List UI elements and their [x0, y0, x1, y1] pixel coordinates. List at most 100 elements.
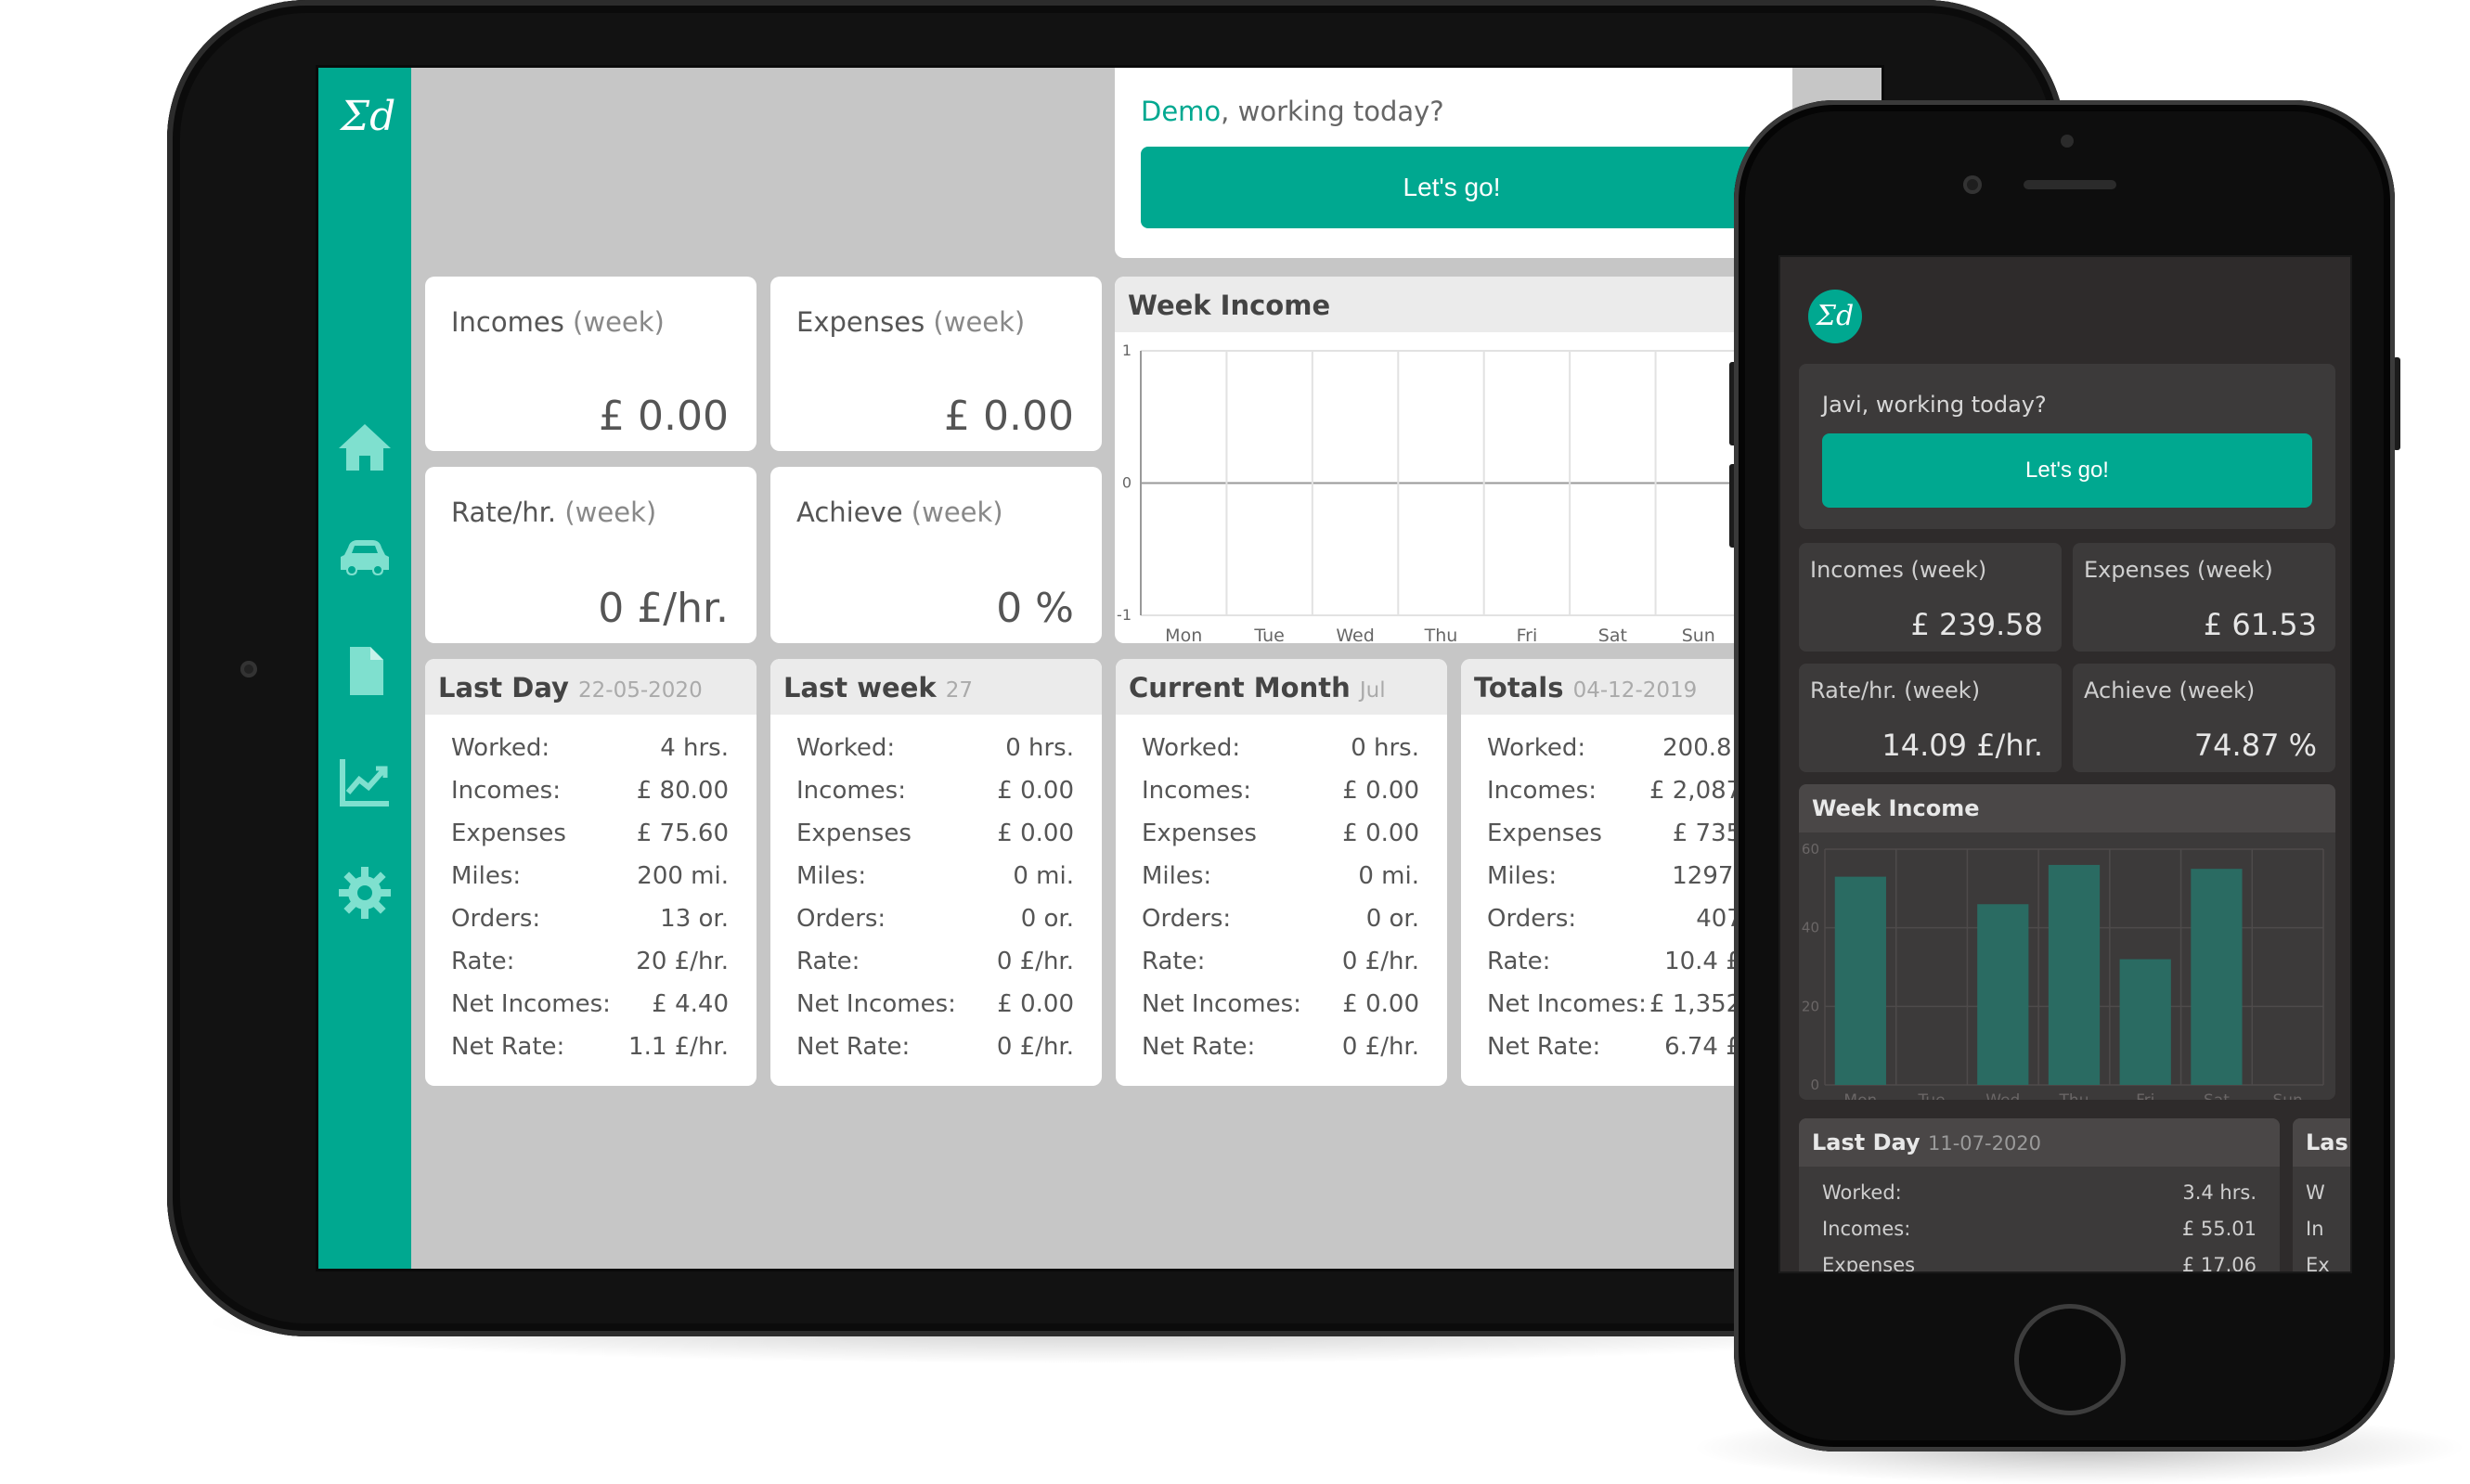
- rate-week-value: 0 £/hr.: [598, 585, 729, 632]
- stat-label: Rate:: [451, 948, 515, 975]
- home-icon[interactable]: [335, 417, 394, 476]
- car-icon[interactable]: [335, 527, 394, 587]
- stat-label: Worked:: [1142, 734, 1241, 762]
- phone-volume-down: [1729, 464, 1737, 548]
- stat-value: 0 or.: [1020, 905, 1074, 933]
- stat-value: £ 80.00: [636, 777, 729, 805]
- chart-icon[interactable]: [335, 752, 394, 811]
- incomes-week-card: Incomes (week) £ 239.58: [1799, 543, 2062, 652]
- stat-value: 0 or.: [1365, 905, 1419, 933]
- stat-row: Incomes: £ 0.00: [1142, 771, 1419, 814]
- phone-home-button[interactable]: [2014, 1304, 2126, 1415]
- current-month-card: Current Month Jul Worked: 0 hrs. Incomes: £…: [1116, 659, 1447, 1086]
- stat-row: Worked: 0 hrs.: [796, 729, 1074, 771]
- stat-value: 200 mi.: [637, 862, 729, 890]
- lets-go-button[interactable]: Let's go!: [1822, 433, 2312, 508]
- stat-value: 0 hrs.: [1351, 734, 1419, 762]
- stat-row: Orders: 0 or.: [1142, 899, 1419, 942]
- expenses-week-value: £ 0.00: [944, 393, 1074, 440]
- stat-label: Orders:: [451, 905, 541, 933]
- stat-label: Incomes:: [1142, 777, 1251, 805]
- stat-label: Expenses: [451, 819, 566, 847]
- last-day-rows: Worked: 4 hrs. Incomes: £ 80.00 Expenses £ 75…: [451, 729, 729, 1070]
- stat-value: £ 0.00: [1342, 777, 1419, 805]
- next-stats-rows: W In Ex: [2306, 1176, 2339, 1273]
- stat-label: Ex: [2306, 1254, 2330, 1273]
- stat-label: Miles:: [1142, 862, 1212, 890]
- last-day-card: Last Day 22-05-2020 Worked: 4 hrs. Incomes…: [425, 659, 757, 1086]
- stat-label: Worked:: [1822, 1181, 1902, 1204]
- stat-label: Net Incomes:: [451, 990, 611, 1018]
- stat-row: Worked: 3.4 hrs.: [1822, 1176, 2257, 1212]
- x-tick-label: Wed: [1985, 1091, 2020, 1100]
- welcome-card: Javi, working today? Let's go!: [1799, 364, 2335, 529]
- sidebar: Ʃd: [318, 68, 411, 1269]
- next-stats-card: Las W In Ex: [2293, 1118, 2350, 1273]
- stat-label: W: [2306, 1181, 2325, 1204]
- stat-label: Expenses: [796, 819, 912, 847]
- totals-rows: Worked: 200.8 hr Incomes: £ 2,087.5 Expenses…: [1487, 729, 1765, 1070]
- stat-label: Expenses: [1142, 819, 1257, 847]
- current-month-rows: Worked: 0 hrs. Incomes: £ 0.00 Expenses £ 0.0…: [1142, 729, 1419, 1070]
- achieve-week-value: 0 %: [996, 585, 1074, 632]
- incomes-week-value: £ 0.00: [599, 393, 729, 440]
- week-income-title: Week Income: [1128, 290, 1331, 321]
- stat-row: Rate: 10.4 £/h: [1487, 942, 1765, 985]
- x-tick-label: Tue: [1918, 1091, 1946, 1100]
- stat-row: Expenses £ 735.0: [1487, 814, 1765, 857]
- document-icon[interactable]: [335, 641, 394, 701]
- tablet-screen: Ʃd Demo, working today? Let's go! Income…: [316, 65, 1884, 1271]
- stat-label: Net Rate:: [1142, 1033, 1256, 1061]
- stat-value: £ 0.00: [997, 777, 1074, 805]
- incomes-week-card: Incomes (week) £ 0.00: [425, 277, 757, 451]
- stat-row: Incomes: £ 55.01: [1822, 1212, 2257, 1248]
- stat-row: Orders: 13 or.: [451, 899, 729, 942]
- x-tick-label: Thu: [2059, 1091, 2089, 1100]
- y-tick-label: 20: [1802, 998, 1819, 1014]
- stat-row: W: [2306, 1176, 2339, 1212]
- x-tick-label: Sun: [1682, 626, 1715, 643]
- stat-value: 0 mi.: [1013, 862, 1074, 890]
- gear-icon[interactable]: [335, 863, 394, 923]
- stat-label: Net Rate:: [1487, 1033, 1601, 1061]
- stat-label: Miles:: [451, 862, 522, 890]
- last-week-card: Last week 27 Worked: 0 hrs. Incomes: £ 0.00…: [770, 659, 1102, 1086]
- stat-row: Net Incomes: £ 0.00: [796, 985, 1074, 1027]
- stat-label: Net Rate:: [451, 1033, 565, 1061]
- stat-label: Orders:: [1142, 905, 1232, 933]
- stat-value: 0 £/hr.: [1341, 1033, 1419, 1061]
- stat-label: Incomes:: [451, 777, 561, 805]
- stat-value: 3.4 hrs.: [2182, 1181, 2257, 1204]
- welcome-greeting: Javi, working today?: [1822, 392, 2047, 418]
- stat-label: Expenses: [1822, 1254, 1916, 1273]
- phone-volume-up: [1729, 362, 1737, 445]
- stat-row: Miles: 200 mi.: [451, 857, 729, 899]
- stat-value: £ 55.01: [2181, 1218, 2257, 1240]
- app-logo[interactable]: Ʃd: [341, 93, 396, 140]
- stat-value: 0 hrs.: [1005, 734, 1074, 762]
- expenses-week-card: Expenses (week) £ 61.53: [2073, 543, 2335, 652]
- stat-label: Worked:: [796, 734, 896, 762]
- stat-label: Rate:: [796, 948, 860, 975]
- x-tick-label: Tue: [1253, 626, 1284, 643]
- stat-row: Net Rate: 6.74 £/h: [1487, 1027, 1765, 1070]
- phone-speaker: [2024, 180, 2116, 189]
- stat-value: £ 4.40: [652, 990, 729, 1018]
- stat-value: 20 £/hr.: [636, 948, 729, 975]
- last-day-rows: Worked: 3.4 hrs. Incomes: £ 55.01 Expenses £ …: [1822, 1176, 2257, 1273]
- app-logo[interactable]: Ʃd: [1808, 290, 1862, 343]
- stat-value: 4 hrs.: [660, 734, 729, 762]
- stat-value: 0 £/hr.: [1341, 948, 1419, 975]
- stat-row: Miles: 1297 m: [1487, 857, 1765, 899]
- phone-sensor: [2061, 135, 2074, 148]
- achieve-week-card: Achieve (week) 74.87 %: [2073, 664, 2335, 772]
- stat-value: 0 £/hr.: [996, 948, 1074, 975]
- lets-go-button[interactable]: Let's go!: [1141, 147, 1763, 228]
- stat-row: Net Incomes: £ 4.40: [451, 985, 729, 1027]
- stat-value: £ 0.00: [997, 990, 1074, 1018]
- expenses-week-value: £ 61.53: [2203, 607, 2317, 642]
- stat-row: Orders: 0 or.: [796, 899, 1074, 942]
- stat-label: Incomes:: [796, 777, 906, 805]
- stat-row: Expenses £ 0.00: [796, 814, 1074, 857]
- achieve-week-card: Achieve (week) 0 %: [770, 467, 1102, 643]
